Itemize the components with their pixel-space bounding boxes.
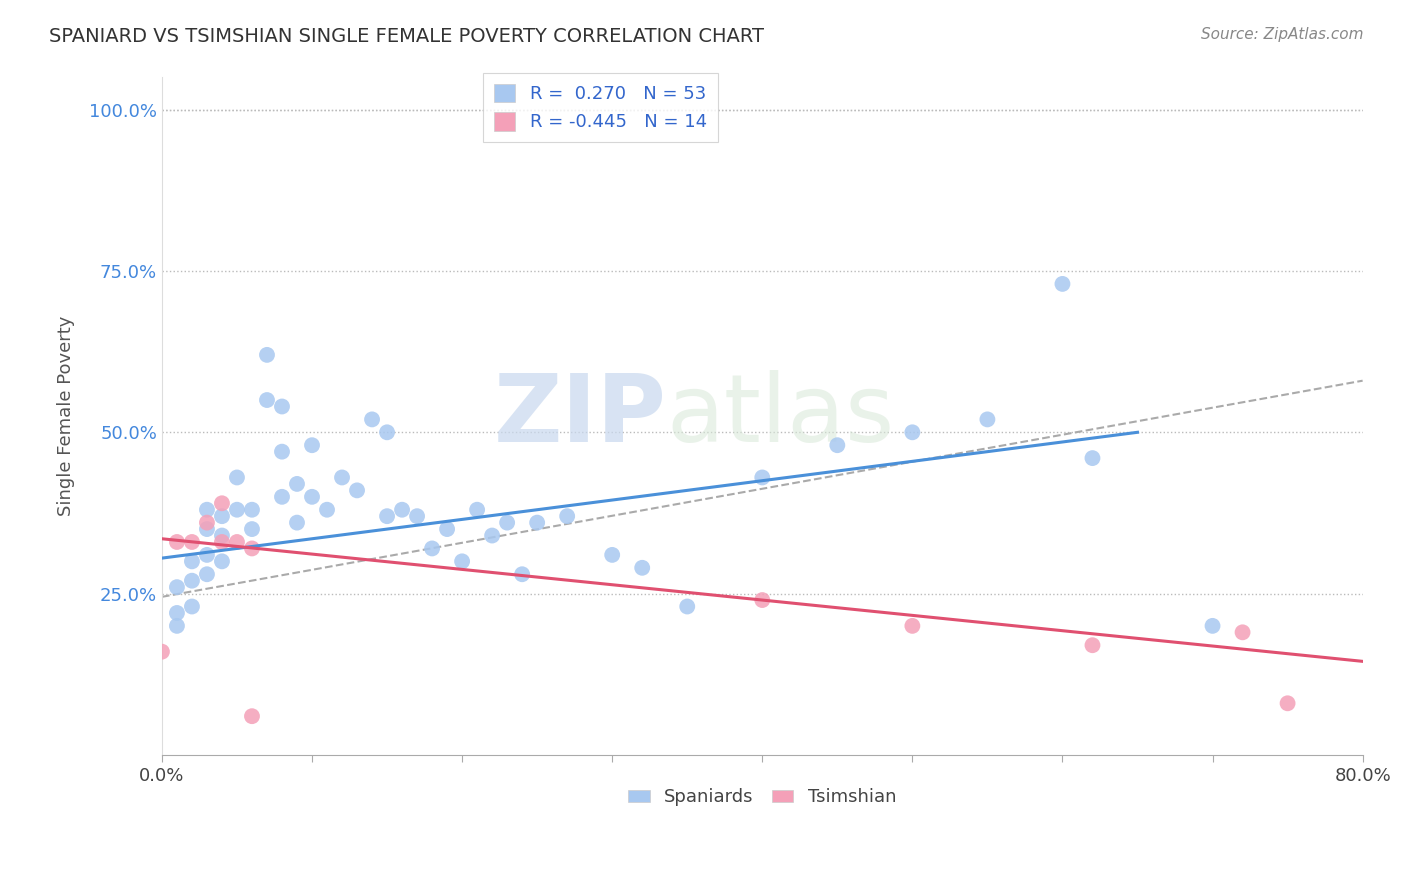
Point (211, 528, 233, 542)
Point (976, 412, 998, 426)
Point (465, 502, 488, 516)
Text: ZIP: ZIP (494, 370, 666, 462)
Y-axis label: Single Female Poverty: Single Female Poverty (58, 316, 75, 516)
Point (240, 522, 263, 536)
Point (481, 528, 503, 542)
Point (827, 438, 849, 452)
Point (240, 541, 263, 556)
Text: atlas: atlas (666, 370, 894, 462)
Point (195, 522, 218, 536)
Point (256, 348, 278, 362)
Point (316, 502, 339, 516)
Point (406, 509, 429, 524)
Point (1081, 451, 1104, 466)
Point (526, 516, 548, 530)
Point (166, 606, 188, 620)
Point (330, 470, 353, 484)
Point (555, 509, 578, 524)
Point (436, 522, 458, 536)
Point (285, 516, 308, 530)
Point (256, 392, 278, 407)
Point (226, 470, 249, 484)
Text: SPANIARD VS TSIMSHIAN SINGLE FEMALE POVERTY CORRELATION CHART: SPANIARD VS TSIMSHIAN SINGLE FEMALE POVE… (49, 27, 765, 45)
Point (195, 516, 218, 530)
Point (211, 535, 233, 549)
Legend: Spaniards, Tsimshian: Spaniards, Tsimshian (621, 781, 904, 814)
Point (166, 619, 188, 633)
Point (181, 599, 204, 614)
Point (1232, 625, 1254, 640)
Text: Source: ZipAtlas.com: Source: ZipAtlas.com (1201, 27, 1364, 42)
Point (751, 470, 773, 484)
Point (195, 502, 218, 516)
Point (301, 490, 323, 504)
Point (226, 535, 249, 549)
Point (166, 580, 188, 594)
Point (346, 483, 368, 498)
Point (375, 509, 398, 524)
Point (375, 425, 398, 440)
Point (285, 477, 308, 491)
Point (391, 502, 413, 516)
Point (195, 567, 218, 582)
Point (211, 509, 233, 524)
Point (150, 645, 173, 659)
Point (901, 425, 924, 440)
Point (301, 438, 323, 452)
Point (240, 709, 263, 723)
Point (181, 554, 204, 568)
Point (181, 574, 204, 588)
Point (600, 548, 623, 562)
Point (361, 412, 384, 426)
Point (1277, 696, 1299, 710)
Point (901, 619, 924, 633)
Point (211, 554, 233, 568)
Point (1081, 638, 1104, 652)
Point (1201, 619, 1223, 633)
Point (226, 502, 249, 516)
Point (271, 400, 294, 414)
Point (211, 496, 233, 510)
Point (195, 548, 218, 562)
Point (271, 444, 294, 458)
Point (676, 599, 699, 614)
Point (496, 516, 519, 530)
Point (240, 502, 263, 516)
Point (271, 490, 294, 504)
Point (510, 567, 533, 582)
Point (631, 561, 654, 575)
Point (166, 535, 188, 549)
Point (451, 554, 474, 568)
Point (420, 541, 443, 556)
Point (181, 535, 204, 549)
Point (751, 593, 773, 607)
Point (1052, 277, 1074, 291)
